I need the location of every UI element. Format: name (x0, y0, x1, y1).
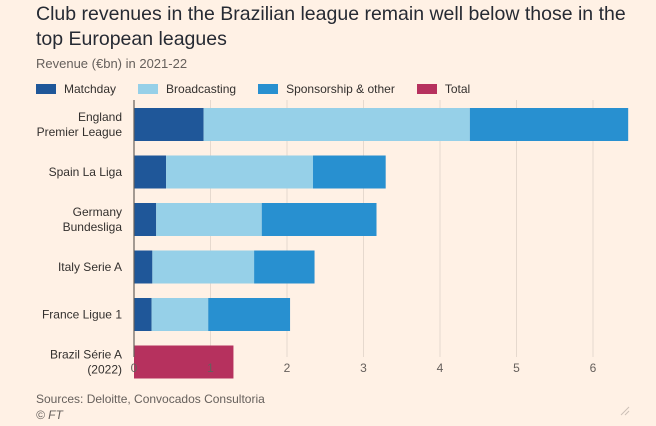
category-label-4-0: France Ligue 1 (42, 308, 122, 322)
category-label-2-0: Germany (73, 205, 122, 219)
bar-matchday-4 (134, 298, 152, 331)
bar-total-5 (134, 345, 234, 379)
x-tick-label-1: 1 (207, 361, 214, 375)
source-note: Sources: Deloitte, Convocados Consultori… (36, 392, 265, 406)
legend-item-sponsorship: Sponsorship & other (258, 82, 395, 96)
legend-swatch-broadcasting (138, 84, 159, 94)
bar-sponsorship-other-2 (261, 203, 377, 236)
bar-sponsorship-other-0 (469, 108, 629, 141)
category-label-0-1: Premier League (37, 125, 123, 139)
category-label-0-0: England (78, 110, 122, 124)
legend-item-matchday: Matchday (36, 82, 116, 96)
chart-title: Club revenues in the Brazilian league re… (36, 3, 626, 50)
chart-subtitle: Revenue (€bn) in 2021-22 (36, 56, 188, 71)
bar-matchday-1 (134, 155, 167, 189)
x-tick-label-5: 5 (513, 361, 520, 375)
ft-credit: © FT (36, 408, 63, 422)
legend-swatch-total (416, 84, 437, 94)
bar-sponsorship-other-3 (254, 250, 315, 284)
bar-sponsorship-other-1 (313, 155, 386, 189)
resize-handle-icon[interactable] (620, 406, 630, 416)
legend: Matchday Broadcasting Sponsorship & othe… (36, 82, 492, 96)
legend-label-broadcasting: Broadcasting (166, 82, 237, 96)
bar-matchday-3 (134, 250, 153, 284)
x-tick-label-3: 3 (360, 361, 367, 375)
legend-item-total: Total (416, 82, 471, 96)
bar-broadcasting-2 (156, 203, 262, 236)
category-label-2-1: Bundesliga (63, 220, 123, 234)
category-label-5-0: Brazil Série A (50, 348, 122, 362)
category-label-1-0: Spain La Liga (49, 165, 123, 179)
bar-broadcasting-1 (166, 155, 314, 189)
legend-label-total: Total (444, 82, 471, 96)
legend-label-matchday: Matchday (64, 82, 117, 96)
bar-broadcasting-3 (152, 250, 255, 284)
category-label-5-1: (2022) (87, 363, 122, 377)
x-tick-label-0: 0 (131, 361, 138, 375)
x-tick-label-6: 6 (590, 361, 597, 375)
bar-matchday-0 (134, 108, 204, 141)
bar-broadcasting-0 (203, 108, 470, 141)
legend-label-sponsorship: Sponsorship & other (286, 82, 395, 96)
bar-sponsorship-other-4 (208, 298, 291, 331)
x-tick-label-2: 2 (284, 361, 291, 375)
bar-matchday-2 (134, 203, 157, 236)
legend-swatch-sponsorship (258, 84, 279, 94)
legend-swatch-matchday (36, 84, 56, 94)
bar-broadcasting-4 (151, 298, 209, 331)
category-label-3-0: Italy Serie A (58, 260, 122, 274)
legend-item-broadcasting: Broadcasting (138, 82, 236, 96)
x-tick-label-4: 4 (437, 361, 444, 375)
